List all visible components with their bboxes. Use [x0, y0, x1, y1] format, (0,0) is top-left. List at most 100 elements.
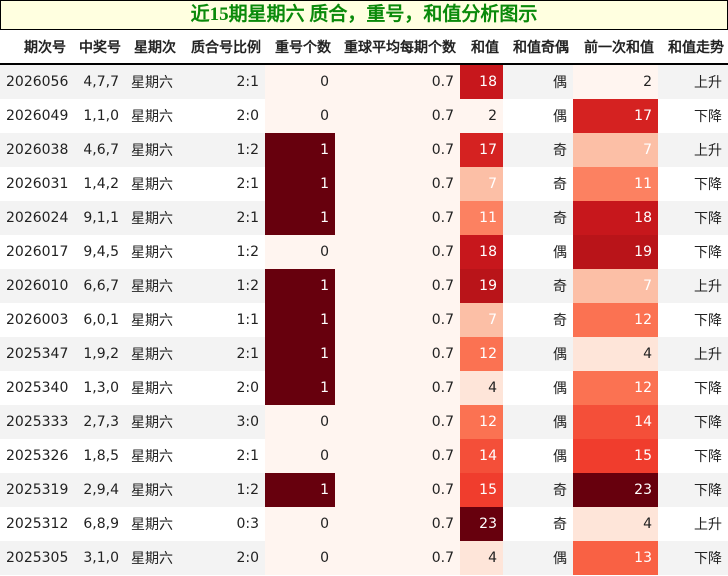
cell-repeat-count: 1 [265, 269, 335, 303]
cell-sum-trend: 下降 [658, 371, 728, 405]
cell-sum-parity: 偶 [503, 64, 573, 99]
cell-sum: 14 [460, 439, 503, 473]
cell-numbers: 9,1,1 [70, 201, 125, 235]
cell-sum-trend: 上升 [658, 64, 728, 99]
cell-sum-parity: 偶 [503, 337, 573, 371]
header-sum-trend: 和值走势 [658, 30, 728, 65]
cell-weekday: 星期六 [125, 64, 180, 99]
cell-repeat-count: 1 [265, 337, 335, 371]
cell-period: 2025347 [0, 337, 70, 371]
table-row: 2026031 1,4,2 星期六 2:1 1 0.7 7 奇 11 下降 [0, 167, 728, 201]
cell-repeat-avg: 0.7 [335, 371, 460, 405]
cell-sum: 11 [460, 201, 503, 235]
cell-period: 2025305 [0, 541, 70, 575]
cell-sum-trend: 下降 [658, 235, 728, 269]
cell-weekday: 星期六 [125, 405, 180, 439]
cell-numbers: 1,8,5 [70, 439, 125, 473]
table-row: 2026049 1,1,0 星期六 2:0 0 0.7 2 偶 17 下降 [0, 99, 728, 133]
cell-prev-sum: 13 [573, 541, 658, 575]
cell-prime-ratio: 1:2 [180, 235, 265, 269]
cell-period: 2026038 [0, 133, 70, 167]
header-prev-sum: 前一次和值 [573, 30, 658, 65]
table-row: 2025319 2,9,4 星期六 1:2 1 0.7 15 奇 23 下降 [0, 473, 728, 507]
cell-weekday: 星期六 [125, 303, 180, 337]
cell-weekday: 星期六 [125, 541, 180, 575]
cell-numbers: 3,1,0 [70, 541, 125, 575]
cell-sum-trend: 上升 [658, 507, 728, 541]
cell-sum-parity: 偶 [503, 371, 573, 405]
cell-sum-trend: 下降 [658, 439, 728, 473]
cell-numbers: 9,4,5 [70, 235, 125, 269]
cell-prev-sum: 15 [573, 439, 658, 473]
cell-repeat-count: 0 [265, 541, 335, 575]
cell-sum-trend: 下降 [658, 541, 728, 575]
header-row: 期次号 中奖号 星期次 质合号比例 重号个数 重球平均每期个数 和值 和值奇偶 前一次和值 和值走… [0, 30, 728, 65]
cell-repeat-avg: 0.7 [335, 235, 460, 269]
cell-sum: 18 [460, 64, 503, 99]
cell-prime-ratio: 2:0 [180, 541, 265, 575]
table-row: 2026038 4,6,7 星期六 1:2 1 0.7 17 奇 7 上升 [0, 133, 728, 167]
cell-prime-ratio: 0:3 [180, 507, 265, 541]
header-numbers: 中奖号 [70, 30, 125, 65]
cell-repeat-avg: 0.7 [335, 269, 460, 303]
chart-title: 近15期星期六 质合，重号，和值分析图示 [0, 0, 728, 30]
cell-prev-sum: 12 [573, 371, 658, 405]
cell-period: 2025326 [0, 439, 70, 473]
cell-repeat-avg: 0.7 [335, 473, 460, 507]
cell-prime-ratio: 2:1 [180, 337, 265, 371]
cell-numbers: 1,1,0 [70, 99, 125, 133]
table-row: 2025340 1,3,0 星期六 2:0 1 0.7 4 偶 12 下降 [0, 371, 728, 405]
cell-sum-parity: 奇 [503, 303, 573, 337]
cell-sum-trend: 下降 [658, 167, 728, 201]
cell-sum: 7 [460, 167, 503, 201]
cell-sum: 12 [460, 337, 503, 371]
cell-prev-sum: 17 [573, 99, 658, 133]
cell-prev-sum: 18 [573, 201, 658, 235]
cell-prev-sum: 4 [573, 507, 658, 541]
cell-prime-ratio: 1:1 [180, 303, 265, 337]
cell-numbers: 6,0,1 [70, 303, 125, 337]
cell-prime-ratio: 2:1 [180, 64, 265, 99]
cell-sum-parity: 偶 [503, 235, 573, 269]
cell-numbers: 6,6,7 [70, 269, 125, 303]
cell-weekday: 星期六 [125, 235, 180, 269]
cell-sum-parity: 偶 [503, 541, 573, 575]
cell-period: 2026049 [0, 99, 70, 133]
cell-prev-sum: 12 [573, 303, 658, 337]
cell-sum-parity: 奇 [503, 507, 573, 541]
cell-repeat-count: 1 [265, 133, 335, 167]
header-period: 期次号 [0, 30, 70, 65]
cell-sum-parity: 偶 [503, 405, 573, 439]
cell-prev-sum: 7 [573, 269, 658, 303]
cell-sum-trend: 上升 [658, 337, 728, 371]
table-row: 2026010 6,6,7 星期六 1:2 1 0.7 19 奇 7 上升 [0, 269, 728, 303]
table-row: 2026056 4,7,7 星期六 2:1 0 0.7 18 偶 2 上升 [0, 64, 728, 99]
cell-repeat-avg: 0.7 [335, 303, 460, 337]
cell-sum-parity: 偶 [503, 439, 573, 473]
cell-period: 2026010 [0, 269, 70, 303]
header-repeat-count: 重号个数 [265, 30, 335, 65]
table-row: 2026017 9,4,5 星期六 1:2 0 0.7 18 偶 19 下降 [0, 235, 728, 269]
table-row: 2025333 2,7,3 星期六 3:0 0 0.7 12 偶 14 下降 [0, 405, 728, 439]
cell-repeat-count: 0 [265, 507, 335, 541]
cell-sum-trend: 下降 [658, 201, 728, 235]
cell-prime-ratio: 1:2 [180, 473, 265, 507]
cell-repeat-avg: 0.7 [335, 337, 460, 371]
cell-sum-trend: 下降 [658, 405, 728, 439]
cell-sum: 19 [460, 269, 503, 303]
table-row: 2025305 3,1,0 星期六 2:0 0 0.7 4 偶 13 下降 [0, 541, 728, 575]
cell-prime-ratio: 1:2 [180, 269, 265, 303]
cell-numbers: 4,6,7 [70, 133, 125, 167]
cell-weekday: 星期六 [125, 167, 180, 201]
cell-repeat-avg: 0.7 [335, 405, 460, 439]
cell-sum-trend: 上升 [658, 133, 728, 167]
cell-repeat-count: 1 [265, 201, 335, 235]
cell-repeat-count: 0 [265, 405, 335, 439]
cell-sum: 4 [460, 371, 503, 405]
analysis-table: 期次号 中奖号 星期次 质合号比例 重号个数 重球平均每期个数 和值 和值奇偶 前一次和值 和值走… [0, 30, 728, 575]
cell-weekday: 星期六 [125, 439, 180, 473]
cell-repeat-count: 1 [265, 303, 335, 337]
cell-repeat-count: 0 [265, 64, 335, 99]
cell-prev-sum: 7 [573, 133, 658, 167]
cell-repeat-avg: 0.7 [335, 507, 460, 541]
